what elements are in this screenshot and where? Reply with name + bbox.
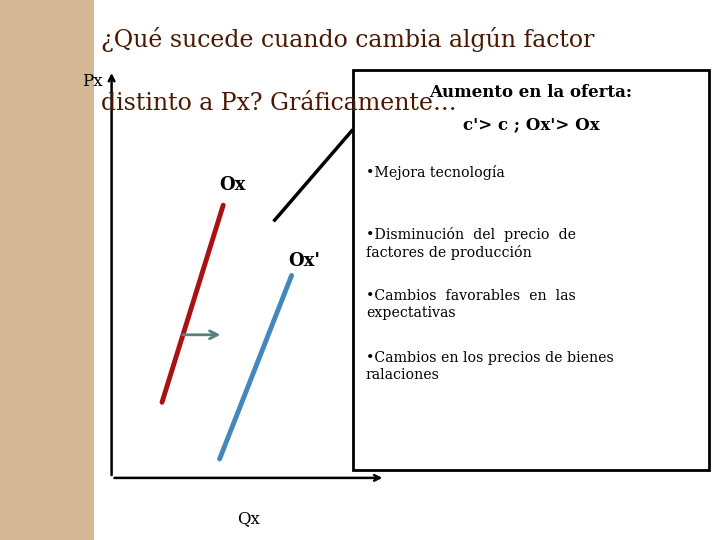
Text: ¿Qué sucede cuando cambia algún factor: ¿Qué sucede cuando cambia algún factor [101,27,594,52]
Text: Aumento en la oferta:: Aumento en la oferta: [430,84,632,100]
Text: distinto a Px? Gráficamente…: distinto a Px? Gráficamente… [101,92,456,115]
Text: •Cambios  favorables  en  las
expectativas: •Cambios favorables en las expectativas [366,289,575,320]
Text: Px: Px [82,72,103,90]
Text: •Cambios en los precios de bienes
ralaciones: •Cambios en los precios de bienes ralaci… [366,351,613,382]
Bar [0,0,94,540]
Text: Qx: Qx [237,510,260,527]
Text: •Disminución  del  precio  de
factores de producción: •Disminución del precio de factores de p… [366,227,576,260]
Text: c'> c ; Ox'> Ox: c'> c ; Ox'> Ox [463,116,599,133]
Bar [353,70,709,470]
Text: Ox': Ox' [288,252,320,270]
Text: •Mejora tecnología: •Mejora tecnología [366,165,505,180]
Text: Ox: Ox [220,177,246,194]
